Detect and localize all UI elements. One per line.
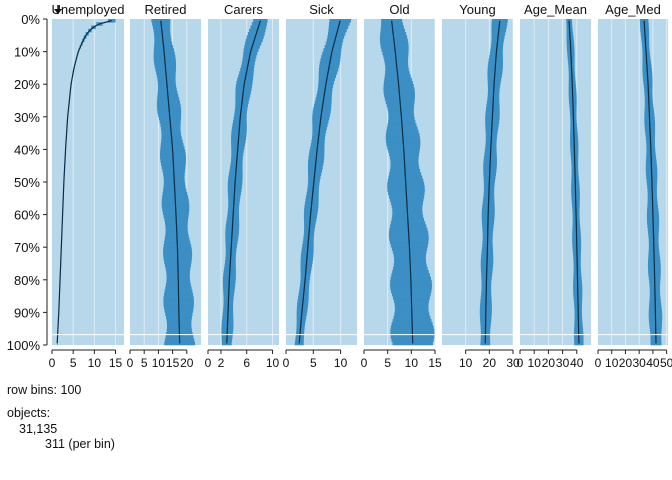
y-tick-label: 50%	[14, 175, 40, 190]
x-axis: 0 10 20 30 40	[517, 349, 584, 370]
x-tick-label: 40	[646, 356, 660, 370]
x-tick-label: 0	[205, 356, 212, 370]
row-bins-text: row bins: 100	[7, 383, 82, 397]
y-tick-label: 70%	[14, 240, 40, 255]
x-tick-label: 10	[605, 356, 619, 370]
mean-line	[160, 20, 181, 344]
bin-bar	[294, 341, 304, 346]
sort-arrow-head	[54, 9, 62, 14]
column-header: Sick	[309, 2, 334, 17]
panel-age_mean: Age_Mean 0 10 20 30 40	[517, 2, 591, 370]
x-tick-label: 10	[88, 356, 102, 370]
column-header: Carers	[224, 2, 264, 17]
range-band	[52, 19, 124, 345]
x-tick-label: 5	[310, 356, 317, 370]
y-tick-label: 0%	[21, 12, 40, 27]
mean-line	[391, 20, 414, 344]
panel-carers: Carers 0 2 6 10	[205, 2, 280, 370]
x-axis: 10 20 30	[459, 349, 520, 370]
mean-line	[298, 20, 341, 344]
y-tick-label: 80%	[14, 273, 40, 288]
bin-bar	[164, 341, 196, 346]
panel-unemployed: Unemployed 0 5 10 15	[49, 2, 125, 370]
x-tick-label: 15	[166, 356, 180, 370]
x-tick-label: 20	[180, 356, 194, 370]
y-tick-label: 60%	[14, 208, 40, 223]
bin-bar	[392, 341, 433, 346]
x-tick-label: 50	[660, 356, 672, 370]
x-tick-label: 0	[595, 356, 602, 370]
x-tick-label: 30	[506, 356, 520, 370]
y-tick-label: 20%	[14, 77, 40, 92]
x-tick-label: 10	[266, 356, 280, 370]
bin-bar	[650, 341, 662, 346]
bin-bar	[574, 341, 584, 346]
column-header: Unemployed	[52, 2, 125, 17]
x-tick-label: 20	[483, 356, 497, 370]
x-tick-label: 0	[517, 356, 524, 370]
mean-line	[226, 20, 261, 344]
x-tick-label: 0	[361, 356, 368, 370]
y-axis: 0% 10% 20% 30% 40% 50% 60% 70% 80% 90% 100%	[7, 12, 48, 353]
x-axis: 0 10 20 30 40 50	[595, 349, 672, 370]
x-tick-label: 10	[528, 356, 542, 370]
x-axis: 0 5 10	[283, 349, 348, 370]
mean-line	[643, 20, 657, 344]
bin-bar	[56, 341, 58, 346]
bin-bar	[480, 341, 491, 346]
x-tick-label: 5	[70, 356, 77, 370]
x-tick-label: 5	[141, 356, 148, 370]
mean-line	[56, 20, 112, 344]
y-tick-label: 100%	[7, 338, 41, 353]
x-tick-label: 10	[334, 356, 348, 370]
x-tick-label: 0	[127, 356, 134, 370]
column-header: Retired	[145, 2, 187, 17]
mean-line	[484, 20, 501, 344]
x-tick-label: 30	[556, 356, 570, 370]
column-header: Old	[389, 2, 409, 17]
y-tick-label: 30%	[14, 110, 40, 125]
x-tick-label: 6	[243, 356, 250, 370]
column-header: Age_Mean	[524, 2, 587, 17]
panel-sick: Sick 0 5 10	[283, 2, 357, 370]
x-tick-label: 15	[428, 356, 442, 370]
x-tick-label: 20	[619, 356, 633, 370]
y-tick-label: 40%	[14, 142, 40, 157]
x-tick-label: 5	[384, 356, 391, 370]
y-tick-label: 90%	[14, 305, 40, 320]
x-axis: 0 5 10 15 20	[127, 349, 194, 370]
x-axis: 0 2 6 10	[205, 349, 280, 370]
x-tick-label: 0	[49, 356, 56, 370]
x-tick-label: 20	[542, 356, 556, 370]
sort-indicator-icon	[54, 5, 62, 14]
column-header: Young	[459, 2, 495, 17]
x-tick-label: 10	[152, 356, 166, 370]
x-tick-label: 0	[283, 356, 290, 370]
objects-count: 31,135	[19, 422, 58, 436]
x-tick-label: 30	[632, 356, 646, 370]
panel-retired: Retired 0 5 10 15 20	[127, 2, 201, 370]
panel-old: Old 0 5 10 15	[361, 2, 442, 370]
column-header: Age_Med	[605, 2, 661, 17]
x-tick-label: 10	[405, 356, 419, 370]
x-tick-label: 40	[570, 356, 584, 370]
x-tick-label: 2	[218, 356, 225, 370]
mean-line	[568, 20, 580, 344]
objects-per-bin: 311 (per bin)	[45, 437, 115, 451]
objects-label: objects:	[7, 406, 51, 420]
bin-bar	[221, 341, 232, 346]
panel-young: Young 10 20 30	[442, 2, 520, 370]
x-axis: 0 5 10 15	[49, 349, 123, 370]
y-tick-label: 10%	[14, 45, 40, 60]
panel-age_med: Age_Med 0 10 20 30 40 50	[595, 2, 672, 370]
x-tick-label: 10	[459, 356, 473, 370]
x-axis: 0 5 10 15	[361, 349, 442, 370]
x-tick-label: 15	[109, 356, 123, 370]
